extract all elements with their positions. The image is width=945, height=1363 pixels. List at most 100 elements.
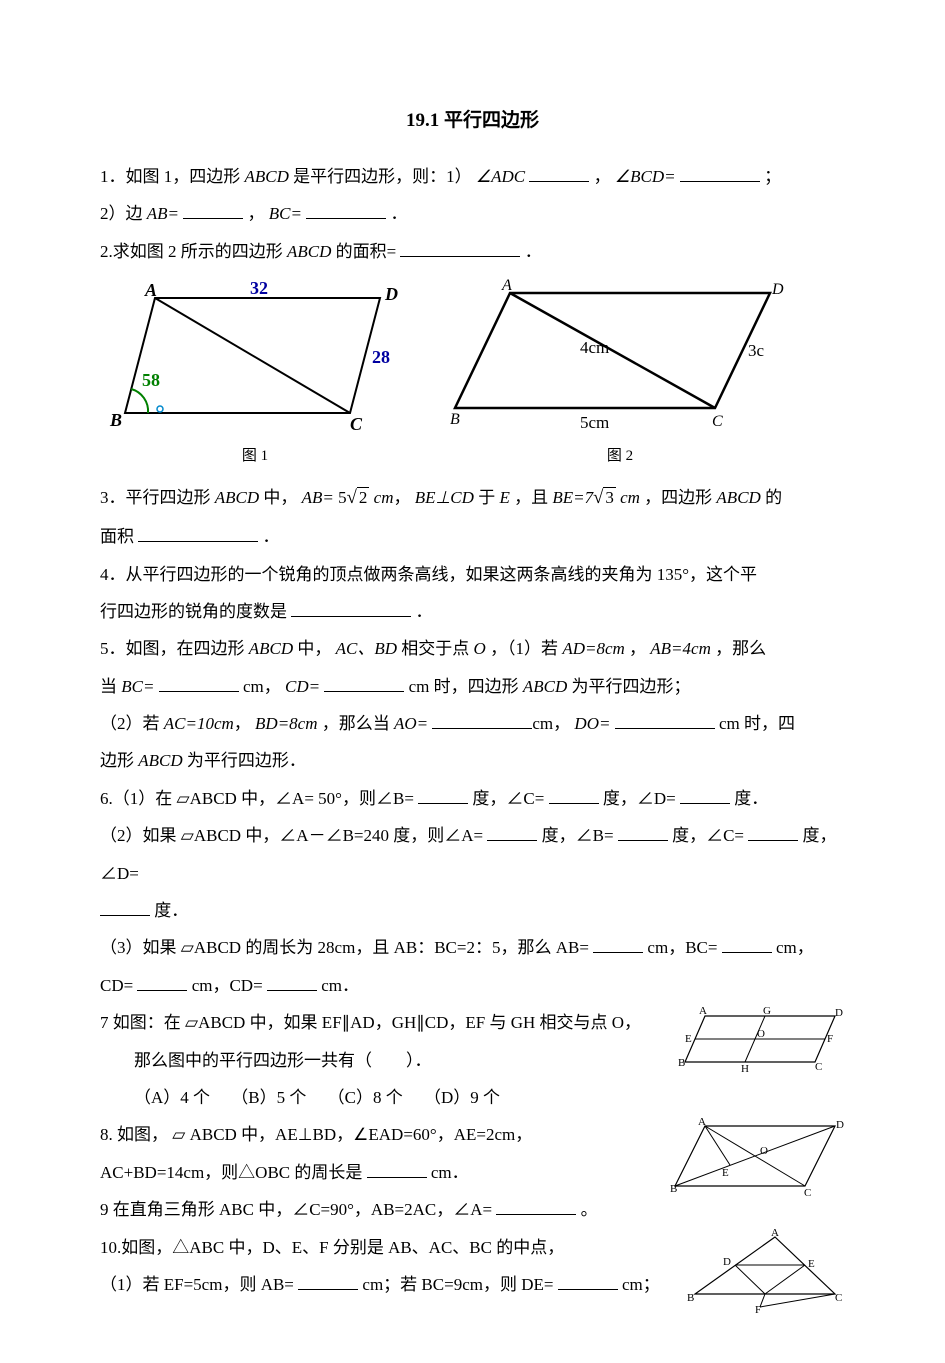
q1l2-a: 2）边 (100, 204, 143, 223)
q2-abcd: ABCD (287, 242, 331, 261)
q7-optD: （D）9 个 (424, 1088, 500, 1107)
q1l2-sep: ， (248, 204, 265, 223)
q3-sqrt2: √3 (593, 477, 616, 518)
q1-bcd: ∠BCD= (615, 167, 676, 186)
q3-sqrt1: √2 (347, 477, 370, 518)
q6-deg: 度，∠C= (472, 789, 544, 808)
svg-text:A: A (698, 1116, 706, 1128)
q5l3-c: cm 时，四 (719, 714, 795, 733)
figure-q8: A D B C O E (670, 1116, 845, 1201)
q4-blank (291, 599, 411, 617)
q1-tail: ； (764, 167, 781, 186)
question-3-line2: 面积 ． (100, 518, 845, 555)
q7-abcd: ABCD (198, 1013, 245, 1032)
q6-blank7 (100, 898, 150, 916)
q3-a: 3．平行四边形 (100, 488, 211, 507)
q8-abcd: ABCD (190, 1125, 237, 1144)
fig2-ac: 4cm (580, 338, 609, 357)
q6-b: 中，∠A= 50°，则∠B= (241, 789, 414, 808)
q6l3: 度． (154, 901, 188, 920)
svg-text:B: B (678, 1057, 685, 1069)
fig1-A: A (144, 280, 157, 300)
question-3: 3．平行四边形 ABCD 中， AB= 5√2 cm， BE⊥CD 于 E ，且… (100, 477, 845, 518)
svg-text:C: C (835, 1292, 842, 1304)
q5-blank2 (324, 674, 404, 692)
q6l2-d: 度，∠C= (672, 826, 744, 845)
question-6: 6.（1）在 ▱ABCD 中，∠A= 50°，则∠B= 度，∠C= 度，∠D= … (100, 780, 845, 817)
q5l3-do: DO= (574, 714, 610, 733)
q6-blank8 (593, 935, 643, 953)
q6l2-b: 中，∠A－∠B=240 度，则∠A= (245, 826, 483, 845)
q5l2-c: 为平行四边形； (572, 677, 691, 696)
q5-d: ，（1）若 (490, 639, 558, 658)
q3-b: 中， (263, 488, 297, 507)
q6l5-b: cm，CD= (192, 976, 263, 995)
svg-text:O: O (757, 1028, 765, 1040)
q9-blank (496, 1197, 576, 1215)
q1-mid: 是平行四边形，则：1） (293, 167, 472, 186)
q6l4-d: cm， (776, 938, 814, 957)
q10-a: 10.如图，△ABC 中，D、E、F 分别是 AB、AC、BC 的中点， (100, 1238, 564, 1257)
fig1-D: D (384, 284, 398, 304)
q6-blank10 (137, 973, 187, 991)
q6-blank2 (549, 786, 599, 804)
q2-tail: ． (525, 242, 542, 261)
q6l4-a: （3）如果 (100, 938, 177, 957)
q6-c: 度，∠D= (603, 789, 676, 808)
q7-b: 中，如果 EF∥AD，GH∥CD，EF 与 GH 相交与点 O， (250, 1013, 641, 1032)
figure-q7: A D B C G H E F O (675, 1004, 845, 1074)
fig1-caption: 图 1 (242, 440, 268, 473)
question-5-line4: 边形 ABCD 为平行四边形． (100, 742, 845, 779)
q10-l2c: cm； (622, 1275, 660, 1294)
q5-blank3 (432, 711, 532, 729)
q5l2-cd: CD= (285, 677, 320, 696)
q6-pg3: ▱ (181, 938, 194, 957)
q6-abcd1: ABCD (190, 789, 237, 808)
q10-blank2 (558, 1272, 618, 1290)
q1l2-bc: BC= (269, 204, 302, 223)
q1-blank2 (680, 164, 760, 182)
q5l2-cm1: cm， (243, 677, 281, 696)
q1-adc: ∠ADC (476, 167, 525, 186)
q1-sep: ， (594, 167, 611, 186)
fig2-B: B (450, 411, 460, 428)
fig1-C: C (350, 414, 363, 434)
svg-text:F: F (755, 1304, 761, 1314)
question-6-line4: （3）如果 ▱ABCD 的周长为 28cm，且 AB：BC=2：5，那么 AB=… (100, 929, 845, 966)
fig2-bc: 5cm (580, 413, 609, 432)
q5-ad: AD=8cm (562, 639, 624, 658)
question-4-line2: 行四边形的锐角的度数是 ． (100, 593, 845, 630)
q10-l2a: （1）若 EF=5cm，则 AB= (100, 1275, 294, 1294)
q8-blank (367, 1160, 427, 1178)
figure-2: A D C B 4cm 5cm 3c (450, 278, 790, 438)
figure-1: A D C B 32 28 58 (100, 278, 410, 438)
q6l4-b: 的周长为 28cm，且 AB：BC=2：5，那么 AB= (245, 938, 589, 957)
figure-q10: A B C D E F (685, 1229, 845, 1314)
fig1-angle: 58 (142, 370, 160, 390)
q3-c: 于 (478, 488, 495, 507)
svg-text:G: G (763, 1005, 771, 1017)
q2-a: 2.求如图 2 所示的四边形 (100, 242, 283, 261)
q3-abcd2: ABCD (716, 488, 760, 507)
figure-2-col: A D C B 4cm 5cm 3c 图 2 (450, 278, 790, 473)
figure-row: A D C B 32 28 58 图 1 A D C B 4cm 5cm 3 (100, 278, 845, 473)
q3-ab: AB= (302, 488, 334, 507)
q2-b: 的面积= (336, 242, 397, 261)
q3-e2: ，四边形 (644, 488, 712, 507)
svg-text:D: D (723, 1256, 731, 1268)
figure-1-col: A D C B 32 28 58 图 1 (100, 278, 410, 473)
question-6-line3: 度． (100, 892, 845, 929)
q5l3-ao: AO= (394, 714, 428, 733)
fig2-cd: 3c (748, 341, 765, 360)
q3-e: E (499, 488, 509, 507)
svg-text:B: B (687, 1292, 694, 1304)
q1-text: 1．如图 1，四边形 (100, 167, 240, 186)
q6-blank6 (748, 823, 798, 841)
question-1: 1．如图 1，四边形 ABCD 是平行四边形，则：1） ∠ADC ， ∠BCD=… (100, 158, 845, 195)
q1-blank4 (306, 201, 386, 219)
q7-optC: （C）8 个 (328, 1088, 403, 1107)
svg-text:O: O (760, 1145, 768, 1157)
q3-f: 的 (765, 488, 782, 507)
question-2: 2.求如图 2 所示的四边形 ABCD 的面积= ． (100, 233, 845, 270)
q8-l2b: cm． (431, 1163, 469, 1182)
